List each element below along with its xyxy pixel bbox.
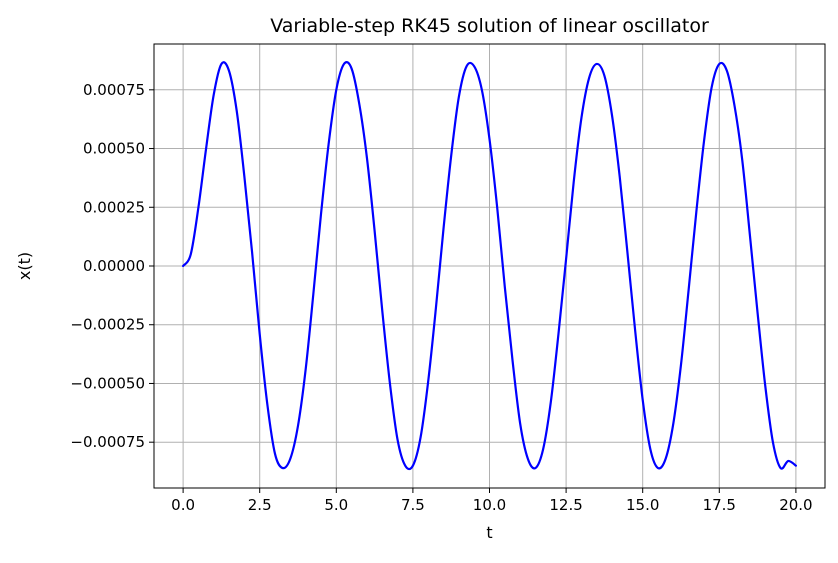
x-tick-label: 17.5 [703, 496, 736, 514]
y-tick-label: −0.00075 [70, 433, 145, 451]
x-tick-label: 15.0 [626, 496, 659, 514]
y-axis-label: x(t) [15, 252, 34, 280]
y-tick-label: 0.00000 [83, 257, 145, 275]
x-axis: 0.0 2.5 5.0 7.5 10.0 12.5 15.0 17.5 20.0 [171, 488, 813, 514]
y-tick-label: −0.00050 [70, 374, 145, 392]
x-tick-label: 5.0 [324, 496, 348, 514]
x-tick-label: 20.0 [779, 496, 812, 514]
y-axis: −0.00075 −0.00050 −0.00025 0.00000 0.00025 0.… [70, 81, 154, 451]
series-layer [182, 61, 797, 471]
x-tick-label: 10.0 [473, 496, 506, 514]
x-tick-label: 2.5 [248, 496, 272, 514]
grid-layer [154, 44, 825, 488]
x-tick-label: 7.5 [401, 496, 425, 514]
series-line-0 [182, 61, 797, 471]
x-axis-label: t [486, 523, 492, 542]
chart-title: Variable-step RK45 solution of linear os… [270, 15, 709, 37]
x-tick-label: 12.5 [549, 496, 582, 514]
y-tick-label: 0.00050 [83, 140, 145, 158]
y-tick-label: 0.00025 [83, 198, 145, 216]
y-tick-label: −0.00025 [70, 316, 145, 334]
x-tick-label: 0.0 [171, 496, 195, 514]
y-tick-label: 0.00075 [83, 81, 145, 99]
